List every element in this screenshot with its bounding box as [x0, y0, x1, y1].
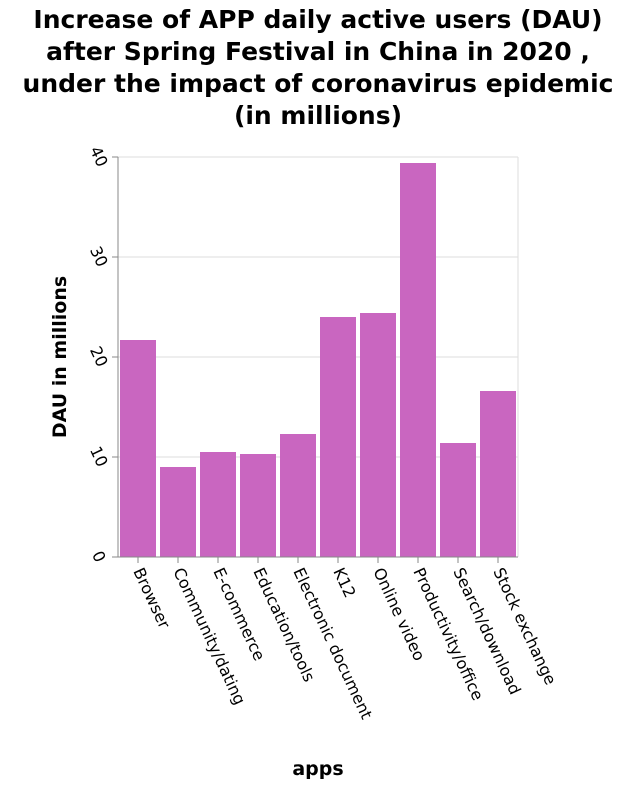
y-axis-title: DAU in millions: [49, 276, 71, 438]
bar-online-video: [360, 313, 396, 557]
bar-e-commerce: [200, 452, 236, 557]
x-tick-label: Browser: [129, 565, 174, 632]
y-tick-label: 40: [86, 143, 112, 169]
chart-title-line: under the impact of coronavirus epidemic: [22, 69, 614, 98]
bar-productivity-office: [400, 163, 436, 557]
chart-title-line: Increase of APP daily active users (DAU): [33, 5, 603, 34]
x-tick-labels: BrowserCommunity/datingE-commerceEducati…: [129, 565, 560, 722]
y-tick-label: 20: [86, 343, 112, 369]
x-axis-title: apps: [292, 758, 343, 780]
y-tick-label: 30: [86, 243, 112, 269]
bar-community-dating: [160, 467, 196, 557]
bar-k12: [320, 317, 356, 557]
y-tick-labels: 0 10 20 30 40: [86, 143, 112, 565]
bar-stock-exchange: [480, 391, 516, 557]
chart-title-line: (in millions): [233, 101, 403, 130]
x-tick-label: K12: [329, 565, 359, 601]
bar-browser: [120, 340, 156, 557]
chart-title: Increase of APP daily active users (DAU)…: [0, 4, 636, 132]
bars: [120, 163, 516, 557]
y-tick-label: 0: [88, 548, 110, 565]
axes: [112, 156, 518, 563]
chart-title-line: after Spring Festival in China in 2020 ,: [46, 37, 590, 66]
bar-education-tools: [240, 454, 276, 557]
bar-electronic-document: [280, 434, 316, 557]
bar-search-download: [440, 443, 476, 557]
y-tick-label: 10: [86, 443, 112, 469]
